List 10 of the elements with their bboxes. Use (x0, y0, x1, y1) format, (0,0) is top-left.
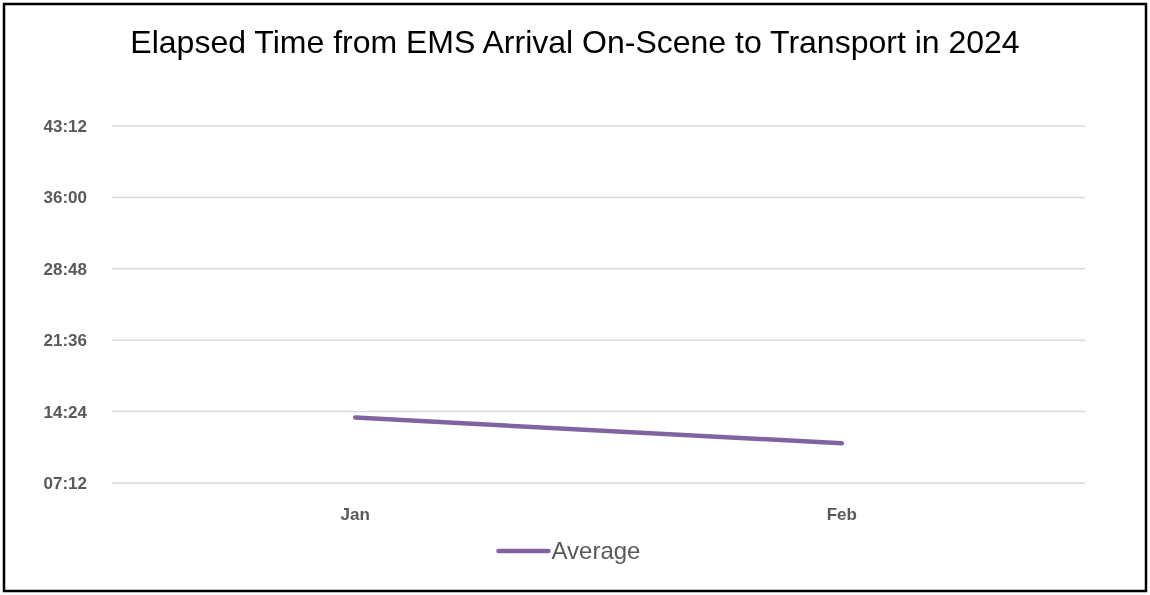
x-tick-label: Jan (340, 505, 370, 524)
legend-label: Average (551, 537, 641, 565)
y-tick-label: 43:12 (43, 116, 87, 136)
y-tick-label: 36:00 (43, 188, 87, 208)
y-tick-label: 28:48 (43, 259, 87, 279)
y-tick-label: 21:36 (43, 331, 87, 351)
chart-title: Elapsed Time from EMS Arrival On-Scene to Transport in 2024 (129, 23, 1021, 62)
y-tick-label: 14:24 (43, 402, 88, 422)
x-tick-label: Feb (826, 505, 857, 524)
y-tick-label: 07:12 (43, 473, 87, 493)
